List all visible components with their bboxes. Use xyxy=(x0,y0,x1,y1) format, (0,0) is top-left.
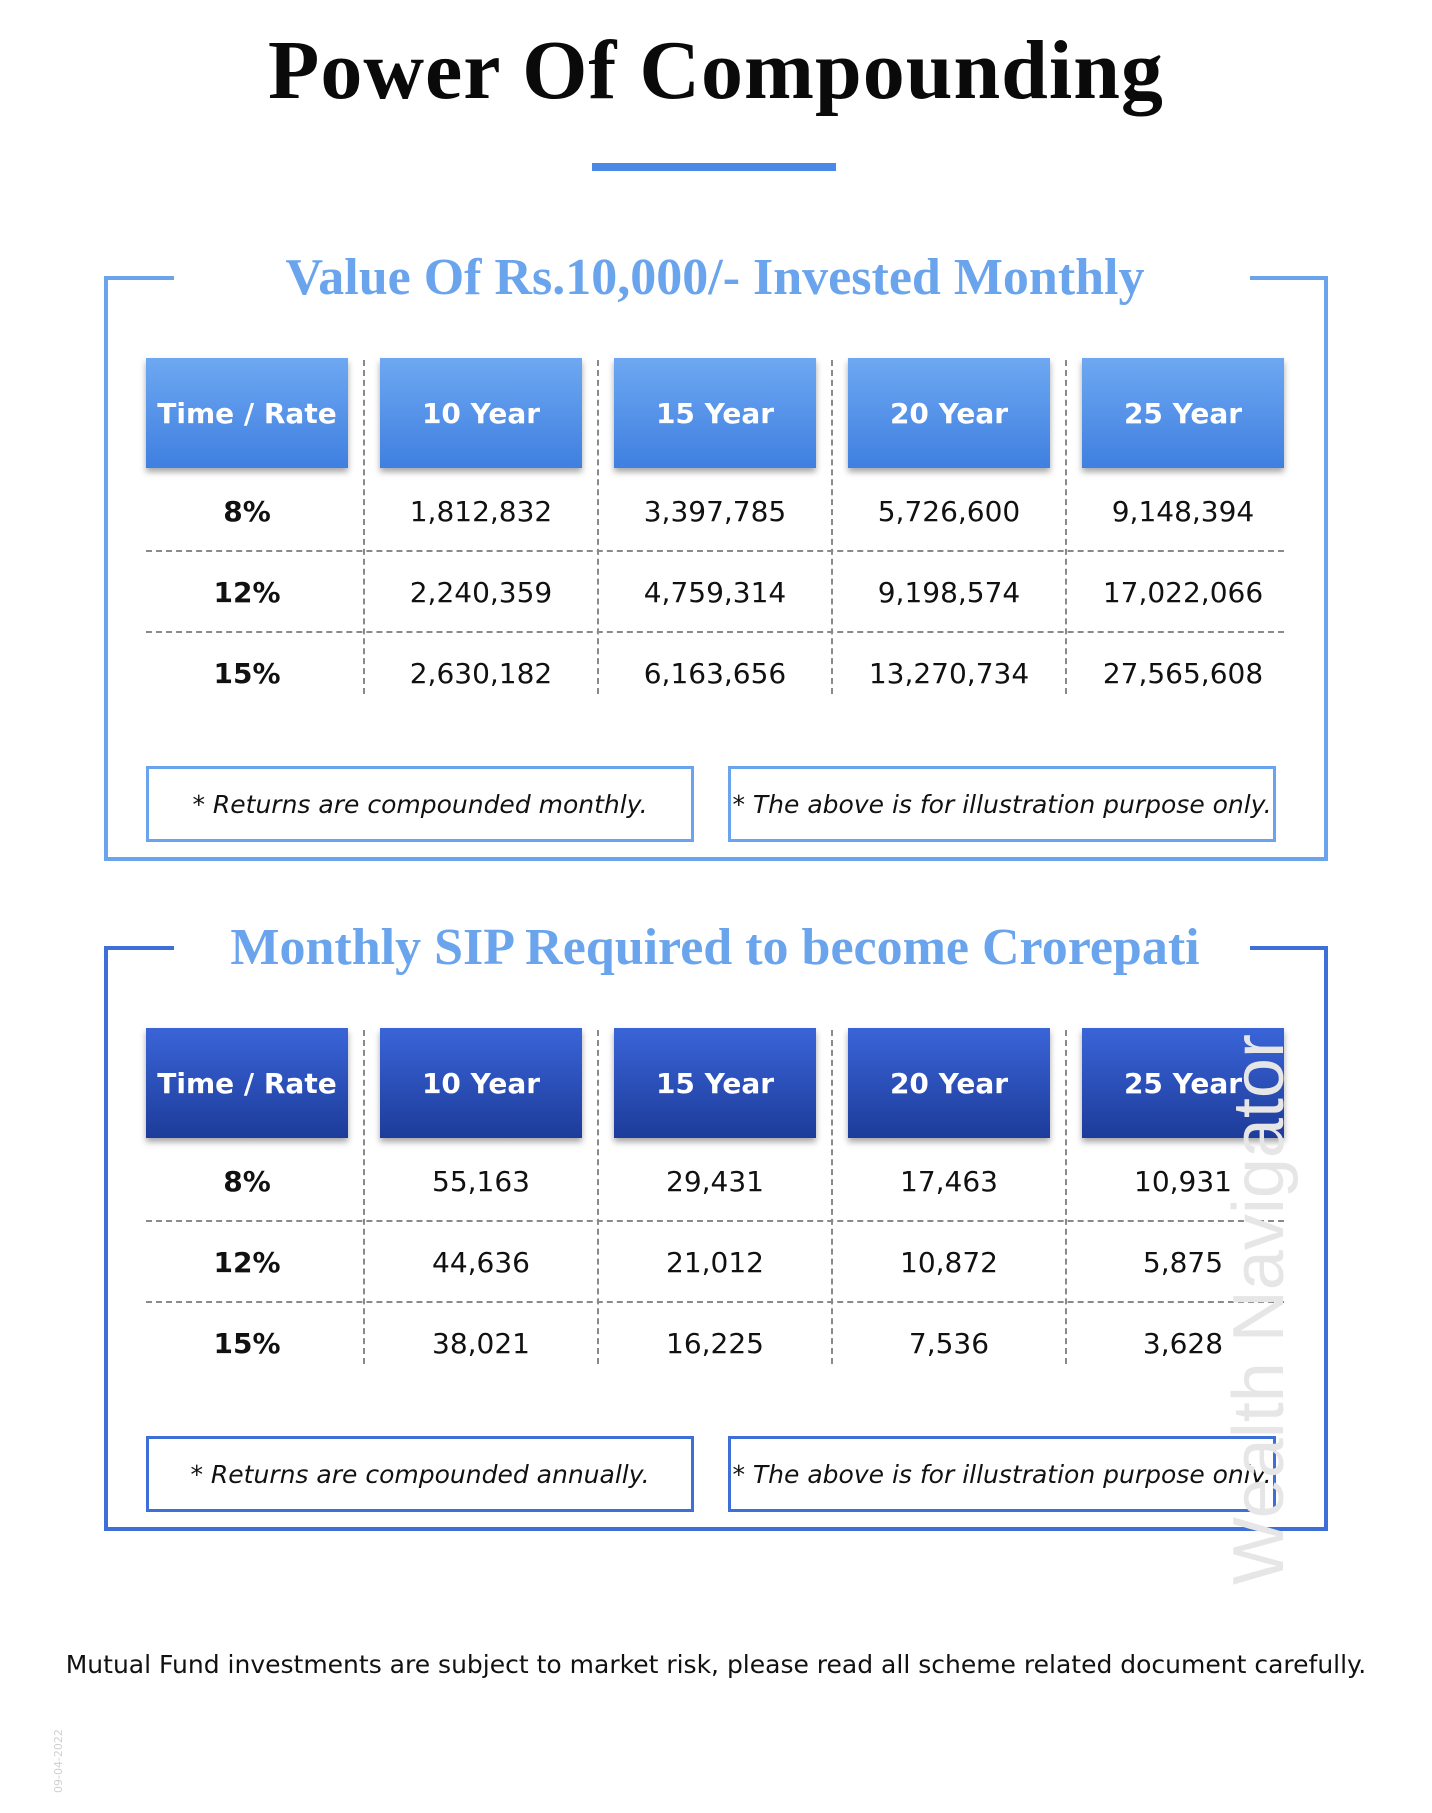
value-cell: 44,636 xyxy=(432,1245,530,1279)
rate-cell: 8% xyxy=(223,494,271,528)
column-header-15-year: 15 Year xyxy=(614,1028,816,1138)
rate-cell: 12% xyxy=(213,1245,281,1279)
section-frame xyxy=(104,946,1328,1531)
value-cell: 13,270,734 xyxy=(868,656,1030,690)
value-cell: 10,931 xyxy=(1134,1164,1232,1198)
column-divider xyxy=(363,360,365,694)
value-cell: 1,812,832 xyxy=(409,494,553,528)
value-cell: 2,240,359 xyxy=(409,575,553,609)
value-cell: 29,431 xyxy=(666,1164,764,1198)
column-divider xyxy=(831,360,833,694)
section-monthly-sip: Monthly SIP Required to become Crorepati… xyxy=(104,919,1328,1531)
row-divider xyxy=(146,1220,1284,1222)
column-divider xyxy=(1065,360,1067,694)
row-divider xyxy=(146,1301,1284,1303)
rate-cell: 8% xyxy=(223,1164,271,1198)
title-underline xyxy=(592,163,836,171)
value-cell: 3,397,785 xyxy=(643,494,787,528)
section-frame xyxy=(104,276,1328,861)
value-cell: 9,198,574 xyxy=(877,575,1021,609)
column-divider xyxy=(363,1030,365,1364)
value-cell: 17,463 xyxy=(900,1164,998,1198)
section-heading: Monthly SIP Required to become Crorepati xyxy=(230,919,1200,976)
column-divider xyxy=(831,1030,833,1364)
watermark: Wealth Navigator xyxy=(1219,1034,1299,1585)
value-cell: 5,726,600 xyxy=(877,494,1021,528)
value-cell: 38,021 xyxy=(432,1326,530,1360)
column-header-10-year: 10 Year xyxy=(380,358,582,468)
frame-top-left xyxy=(104,946,174,950)
value-cell: 21,012 xyxy=(666,1245,764,1279)
rate-cell: 15% xyxy=(213,1326,281,1360)
value-cell: 2,630,182 xyxy=(409,656,553,690)
rate-cell: 12% xyxy=(213,575,281,609)
page-title: Power Of Compounding xyxy=(268,24,1164,117)
value-cell: 17,022,066 xyxy=(1102,575,1264,609)
column-header-15-year: 15 Year xyxy=(614,358,816,468)
value-cell: 10,872 xyxy=(900,1245,998,1279)
value-cell: 6,163,656 xyxy=(643,656,787,690)
value-cell: 16,225 xyxy=(666,1326,764,1360)
column-divider xyxy=(597,1030,599,1364)
column-header-10-year: 10 Year xyxy=(380,1028,582,1138)
column-header-20-year: 20 Year xyxy=(848,1028,1050,1138)
column-header-20-year: 20 Year xyxy=(848,358,1050,468)
value-cell: 7,536 xyxy=(908,1326,990,1360)
section-value-invested: Value Of Rs.10,000/- Invested Monthly Ti… xyxy=(104,249,1328,861)
value-cell: 27,565,608 xyxy=(1102,656,1264,690)
column-divider xyxy=(1065,1030,1067,1364)
note-compounding: * Returns are compounded annually. xyxy=(146,1436,694,1512)
note-illustration: * The above is for illustration purpose … xyxy=(728,1436,1276,1512)
row-divider xyxy=(146,631,1284,633)
value-cell: 9,148,394 xyxy=(1111,494,1255,528)
row-divider xyxy=(146,550,1284,552)
date-stamp: 09-04-2022 xyxy=(52,1729,65,1793)
frame-top-left xyxy=(104,276,174,280)
value-cell: 4,759,314 xyxy=(643,575,787,609)
value-cell: 3,628 xyxy=(1142,1326,1224,1360)
column-header-25-year: 25 Year xyxy=(1082,358,1284,468)
note-illustration: * The above is for illustration purpose … xyxy=(728,766,1276,842)
section-heading: Value Of Rs.10,000/- Invested Monthly xyxy=(285,249,1145,306)
note-compounding: * Returns are compounded monthly. xyxy=(146,766,694,842)
value-cell: 55,163 xyxy=(432,1164,530,1198)
rate-cell: 15% xyxy=(213,656,281,690)
column-header-time-rate: Time / Rate xyxy=(146,1028,348,1138)
disclaimer-text: Mutual Fund investments are subject to m… xyxy=(65,1650,1367,1679)
column-header-time-rate: Time / Rate xyxy=(146,358,348,468)
column-divider xyxy=(597,360,599,694)
frame-top-right xyxy=(1250,946,1326,950)
value-cell: 5,875 xyxy=(1142,1245,1224,1279)
column-header-25-year: 25 Year xyxy=(1082,1028,1284,1138)
frame-top-right xyxy=(1250,276,1326,280)
